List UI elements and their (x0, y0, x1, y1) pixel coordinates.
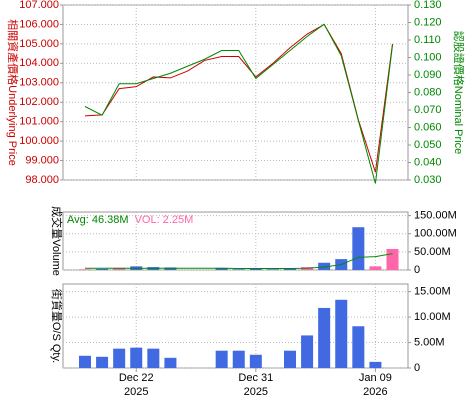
y-tick-label: 0 (414, 264, 420, 276)
bar (369, 361, 382, 368)
y-tick-label: 98.000 (25, 174, 59, 186)
y-tick-label: 5.00M (414, 336, 445, 348)
y-tick-label: 106.000 (19, 18, 59, 30)
bar (352, 227, 365, 270)
bar (301, 335, 314, 368)
bar (318, 262, 331, 270)
y-tick-label: 15.00M (414, 286, 451, 298)
y-tick-label: 101.000 (19, 116, 59, 128)
y2-tick-label: 0.060 (414, 121, 442, 133)
x-tick-year: 2025 (124, 386, 148, 398)
y2-tick-label: 0.100 (414, 51, 442, 63)
y-tick-label: 103.000 (19, 77, 59, 89)
y-tick-label: 100.000 (19, 135, 59, 147)
y-axis-label: 街貨量O/S Qty. (50, 289, 64, 363)
bar (164, 357, 177, 368)
bar (266, 269, 279, 270)
bar (249, 268, 262, 270)
y-tick-label: 105.000 (19, 38, 59, 50)
y-tick-label: 10.00M (414, 311, 451, 323)
bar (232, 350, 245, 368)
y-tick-label: 107.000 (19, 0, 59, 11)
x-tick-year: 2025 (244, 386, 268, 398)
bar (232, 269, 245, 270)
y-tick-label: 0 (414, 362, 420, 374)
bar (284, 268, 296, 270)
y2-tick-label: 0.040 (414, 156, 442, 168)
y-tick-label: 102.000 (19, 96, 59, 108)
bar (369, 266, 382, 270)
bar (352, 326, 365, 368)
y-axis-label: 成交量Volume (50, 206, 64, 276)
legend-text: Avg: 46.38M (67, 214, 129, 226)
y2-tick-label: 0.110 (414, 34, 441, 46)
bar (284, 350, 296, 368)
bar (335, 299, 348, 368)
x-tick-label: Dec 31 (238, 372, 273, 384)
y2-tick-label: 0.130 (414, 0, 442, 11)
y-tick-label: 104.000 (19, 57, 59, 69)
y2-tick-label: 0.090 (414, 69, 442, 81)
y2-tick-label: 0.050 (414, 139, 442, 151)
bar (164, 267, 177, 270)
bar (96, 268, 109, 270)
x-tick-label: Dec 22 (119, 372, 154, 384)
legend-text: VOL: 2.25M (135, 214, 194, 226)
y-tick-label: 150.00M (414, 210, 457, 222)
bar (113, 267, 126, 270)
price-line (84, 23, 393, 173)
price-line (84, 23, 393, 184)
bar (215, 267, 228, 270)
y2-tick-label: 0.030 (414, 174, 442, 186)
bar (147, 348, 160, 368)
y-tick-label: 99.000 (25, 154, 59, 166)
y2-tick-label: 0.070 (414, 104, 442, 116)
bar (386, 248, 399, 270)
x-tick-label: Jan 09 (359, 372, 392, 384)
bar (113, 348, 126, 368)
y2-axis-label: 認股證價格Nominal Price (452, 31, 466, 154)
bar (79, 355, 91, 368)
y-tick-label: 100.00M (414, 228, 457, 240)
bar (318, 307, 331, 368)
y2-tick-label: 0.120 (414, 16, 442, 28)
bar (130, 347, 143, 368)
bar (79, 269, 91, 270)
average-line (85, 253, 393, 270)
bar (249, 354, 262, 368)
x-tick-year: 2026 (363, 386, 387, 398)
bar (215, 350, 228, 368)
y-tick-label: 50.00M (414, 246, 451, 258)
bar (96, 356, 109, 368)
y2-tick-label: 0.080 (414, 86, 442, 98)
y-axis-label: 相關資產價格Underlying Price (6, 19, 20, 166)
